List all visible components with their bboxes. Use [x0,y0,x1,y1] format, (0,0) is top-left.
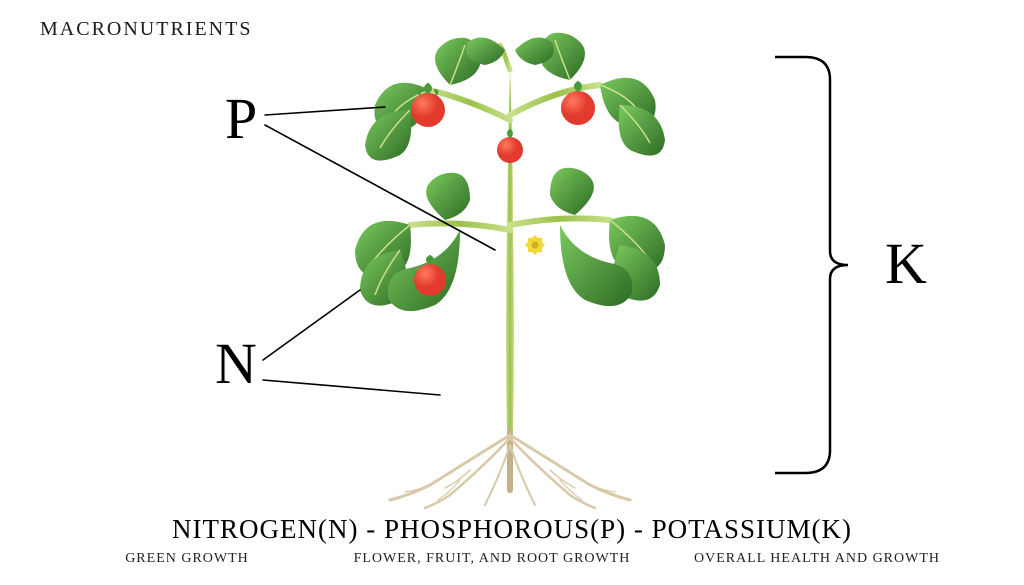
legend-sub-p: FLOWER, FRUIT, AND ROOT GROWTH [354,551,631,566]
leader-line [263,290,360,360]
legend-subs: GREEN GROWTH FLOWER, FRUIT, AND ROOT GRO… [0,549,1024,567]
legend-item-p: PHOSPHOROUS(P) [384,514,626,545]
bracket-k [775,55,860,475]
legend-sep: - [359,514,385,544]
legend-sub-k-wrap: OVERALL HEALTH AND GROWTH [667,549,967,567]
leader-lines [0,0,1024,585]
legend-sub-n-wrap: GREEN GROWTH [57,549,317,567]
legend: NITROGEN(N) - PHOSPHOROUS(P) - POTASSIUM… [0,514,1024,567]
legend-item-k: POTASSIUM(K) [652,514,852,545]
legend-main-p: PHOSPHOROUS(P) [384,514,626,544]
leader-line [263,380,440,395]
label-k: K [885,230,927,297]
legend-sub-n: GREEN GROWTH [125,551,249,566]
leader-line [265,125,495,250]
legend-sub-p-wrap: FLOWER, FRUIT, AND ROOT GROWTH [317,549,667,567]
legend-sep: - [626,514,652,544]
legend-sub-k: OVERALL HEALTH AND GROWTH [694,551,940,566]
legend-main-n: NITROGEN(N) [172,514,358,544]
legend-item-n: NITROGEN(N) [172,514,358,545]
legend-main-k: POTASSIUM(K) [652,514,852,544]
legend-main: NITROGEN(N) - PHOSPHOROUS(P) - POTASSIUM… [0,514,1024,545]
leader-line [265,107,385,115]
